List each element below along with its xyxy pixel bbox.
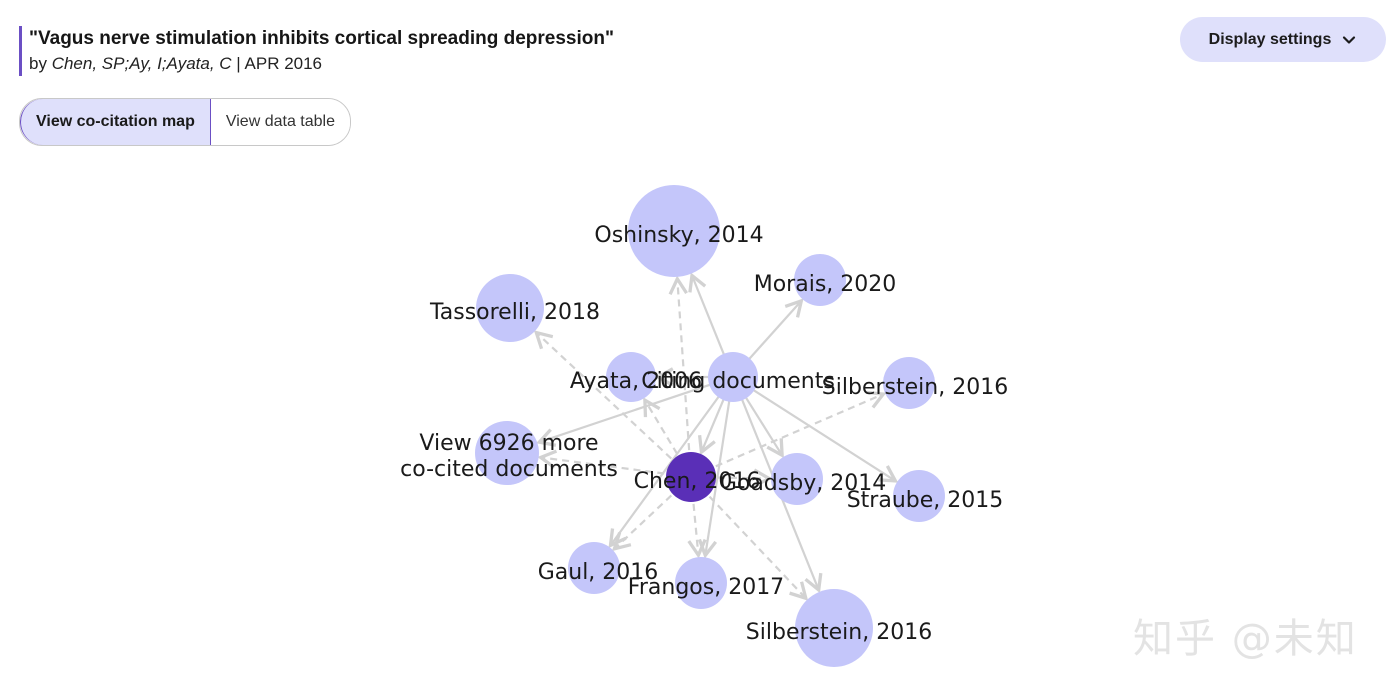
cocitation-edge-focal-5	[541, 457, 677, 477]
watermark: 知乎 @未知	[1133, 616, 1358, 662]
cocited-node-2-circle[interactable]	[476, 274, 544, 342]
cocited-node-4-circle[interactable]	[883, 357, 935, 409]
cocited-node-8[interactable]: Gaul, 2016	[538, 542, 659, 594]
display-settings-label: Display settings	[1208, 30, 1332, 48]
cocited-node-9-circle[interactable]	[675, 557, 727, 609]
chevron-down-icon	[1343, 35, 1356, 44]
citation-edge-hub-0	[692, 276, 729, 364]
document-title: "Vagus nerve stimulation inhibits cortic…	[29, 28, 614, 49]
cocited-node-3-label: Ayata, 2006	[570, 369, 702, 394]
cocited-node-4-label: Silberstein, 2016	[822, 375, 1008, 400]
byline: by Chen, SP;Ay, I;Ayata, C | APR 2016	[29, 52, 614, 76]
cocited-node-6-label: Goadsby, 2014	[720, 471, 886, 496]
publication-date: APR 2016	[244, 54, 323, 73]
cocited-node-3-circle[interactable]	[606, 352, 656, 402]
citation-edge-hub-9	[705, 391, 732, 556]
cocited-node-2[interactable]: Tassorelli, 2018	[429, 274, 600, 342]
cocited-node-10-circle[interactable]	[795, 589, 873, 667]
cocited-node-8-circle[interactable]	[568, 542, 620, 594]
cocited-node-10-label: Silberstein, 2016	[746, 620, 932, 645]
view-toggle: View co-citation map View data table	[19, 98, 351, 146]
cocited-node-1[interactable]: Morais, 2020	[754, 254, 897, 306]
cocited-node-0-label: Oshinsky, 2014	[594, 223, 763, 248]
cocited-node-0-circle[interactable]	[628, 185, 720, 277]
cocited-node-9-label: Frangos, 2017	[628, 575, 784, 600]
focal-document-node[interactable]: Chen, 2016	[634, 452, 761, 502]
cocited-node-4[interactable]: Silberstein, 2016	[822, 357, 1008, 409]
citation-edge-hub-1	[742, 301, 801, 367]
citing-documents-node-label: Citing documents	[641, 369, 835, 394]
citation-edge-hub-8	[610, 388, 726, 545]
document-header: "Vagus nerve stimulation inhibits cortic…	[19, 26, 614, 76]
focal-document-node-circle[interactable]	[666, 452, 716, 502]
cocited-node-9[interactable]: Frangos, 2017	[628, 557, 784, 609]
cocited-node-5-circle[interactable]	[475, 421, 539, 485]
cocited-node-6-circle[interactable]	[771, 453, 823, 505]
cocited-node-1-label: Morais, 2020	[754, 272, 897, 297]
citing-documents-node-circle[interactable]	[708, 352, 758, 402]
view-co-citation-map-tab[interactable]: View co-citation map	[20, 99, 211, 145]
display-settings-button[interactable]: Display settings	[1180, 17, 1386, 62]
view-data-table-tab[interactable]: View data table	[210, 99, 350, 145]
cocitation-edge-focal-6	[705, 477, 769, 478]
cocited-node-1-circle[interactable]	[794, 254, 846, 306]
cocitation-edge-focal-9	[692, 491, 698, 555]
citation-edge-hub-6	[740, 389, 782, 456]
citation-edge-hub-focal	[701, 390, 729, 452]
cocited-node-6[interactable]: Goadsby, 2014	[720, 453, 886, 505]
citation-edge-hub-7	[745, 384, 896, 481]
citation-edge-hub-5	[539, 380, 720, 442]
cocitation-edge-focal-4	[704, 394, 884, 473]
cocited-node-10[interactable]: Silberstein, 2016	[746, 589, 932, 667]
cocitation-edge-focal-10	[700, 487, 805, 598]
focal-document-node-label: Chen, 2016	[634, 469, 761, 494]
by-label: by	[29, 54, 47, 73]
cocitation-edge-focal-0	[677, 279, 692, 463]
cocited-node-5-label: View 6926 more co-cited documents	[400, 431, 618, 482]
cocitation-edge-focal-2	[536, 333, 681, 468]
cocitation-edge-focal-8	[614, 486, 681, 549]
authors[interactable]: Chen, SP;Ay, I;Ayata, C	[51, 54, 232, 73]
cocited-node-3[interactable]: Ayata, 2006	[570, 352, 702, 402]
cocited-node-7-circle[interactable]	[893, 470, 945, 522]
cocited-node-7[interactable]: Straube, 2015	[847, 470, 1004, 522]
cocited-node-5[interactable]: View 6926 more co-cited documents	[400, 421, 618, 485]
cocited-node-7-label: Straube, 2015	[847, 488, 1004, 513]
separator: |	[236, 54, 241, 73]
cocited-node-2-label: Tassorelli, 2018	[429, 300, 600, 325]
cocited-node-0[interactable]: Oshinsky, 2014	[594, 185, 764, 277]
citing-documents-node[interactable]: Citing documents	[641, 352, 835, 402]
cocited-node-8-label: Gaul, 2016	[538, 560, 659, 585]
